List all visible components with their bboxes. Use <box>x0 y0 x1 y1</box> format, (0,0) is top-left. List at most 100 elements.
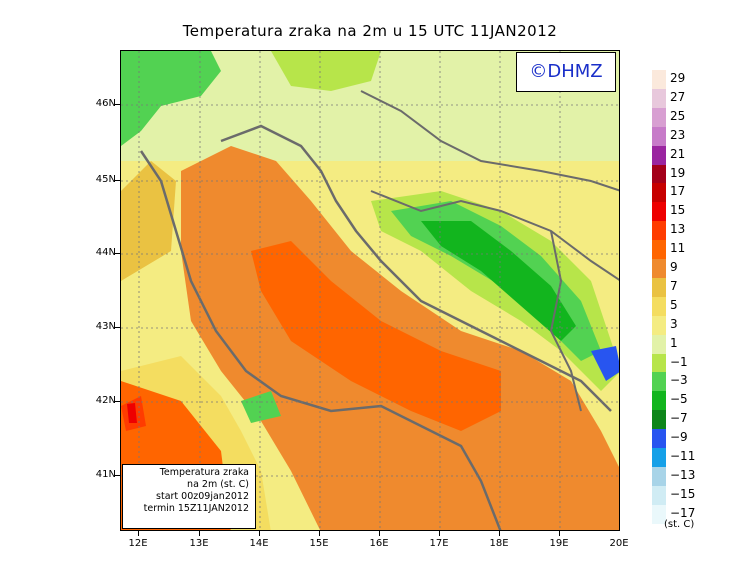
info-line-4: termin 15Z11JAN2012 <box>143 503 249 514</box>
lat-label: 46N <box>95 98 116 109</box>
dinaric-colder-core <box>421 221 576 341</box>
legend-swatch <box>652 296 666 316</box>
lat-label: 44N <box>95 247 116 258</box>
lat-tick <box>115 475 120 476</box>
legend-swatch <box>652 259 666 278</box>
legend-swatch <box>652 88 666 108</box>
legend-swatch <box>652 391 666 411</box>
west-warm-zone <box>121 161 176 281</box>
legend-label: −1 <box>670 354 688 369</box>
legend-swatch <box>652 126 666 146</box>
lon-tick <box>319 531 320 536</box>
legend-swatch <box>652 429 666 449</box>
lon-label: 12E <box>128 538 148 549</box>
dhmz-logo: ©DHMZ <box>516 52 616 92</box>
lat-tick <box>115 104 120 105</box>
lon-tick <box>499 531 500 536</box>
lon-label: 13E <box>189 538 209 549</box>
legend-label: −17 <box>670 505 696 520</box>
lat-label: 45N <box>95 174 116 185</box>
lon-label: 20E <box>609 538 629 549</box>
legend-swatch <box>652 466 666 486</box>
graticule <box>121 51 619 530</box>
legend-label: 19 <box>670 165 686 180</box>
apennine-cold-spot <box>241 391 281 423</box>
legend-label: 11 <box>670 241 686 256</box>
legend-label: 23 <box>670 127 686 142</box>
lon-label: 17E <box>429 538 449 549</box>
lon-tick <box>138 531 139 536</box>
legend-label: 13 <box>670 222 686 237</box>
temperature-map[interactable] <box>120 50 620 531</box>
lat-tick <box>115 180 120 181</box>
legend-label: −11 <box>670 449 696 463</box>
lon-tick <box>379 531 380 536</box>
lat-label: 41N <box>95 469 116 480</box>
north-cold-zone <box>271 51 381 91</box>
legend-label: 7 <box>670 278 678 293</box>
legend-label: −5 <box>670 392 688 407</box>
border-inland <box>370 190 619 281</box>
legend-label: 29 <box>670 71 686 85</box>
lon-tick <box>559 531 560 536</box>
lat-label: 43N <box>95 321 116 332</box>
legend-swatch <box>652 240 666 260</box>
legend-label: 5 <box>670 297 678 312</box>
legend-swatch <box>652 315 666 335</box>
legend-label: −9 <box>670 430 688 445</box>
legend-label: 17 <box>670 184 686 199</box>
lat-tick <box>115 253 120 254</box>
legend-swatch <box>652 448 666 467</box>
west-hottest-spot <box>127 403 137 423</box>
legend-swatch <box>652 107 666 127</box>
map-canvas <box>121 51 619 530</box>
info-line-3: start 00z09jan2012 <box>156 491 249 502</box>
legend-label: −7 <box>670 411 688 426</box>
legend-swatch <box>652 372 666 392</box>
coldest-spot <box>591 346 619 381</box>
legend-swatch <box>652 277 666 297</box>
legend-swatch <box>652 410 666 430</box>
lon-tick <box>259 531 260 536</box>
lat-tick <box>115 327 120 328</box>
info-line-2: na 2m (st. C) <box>187 479 249 490</box>
legend-label: 1 <box>670 335 678 350</box>
legend-swatch <box>652 145 666 165</box>
legend-label: −3 <box>670 373 688 388</box>
legend-label: 25 <box>670 108 686 123</box>
lon-label: 18E <box>489 538 509 549</box>
legend-swatch <box>652 70 666 89</box>
lon-tick <box>199 531 200 536</box>
adriatic-core <box>251 241 501 431</box>
map-title: Temperatura zraka na 2m u 15 UTC 11JAN20… <box>182 22 558 40</box>
legend-swatch <box>652 485 666 505</box>
western-coastline <box>139 150 502 530</box>
northwest-cold-zone <box>121 51 221 146</box>
legend-label: −15 <box>670 486 696 501</box>
lat-label: 42N <box>95 395 116 406</box>
legend-unit: (st. C) <box>664 519 695 530</box>
lat-tick <box>115 401 120 402</box>
legend-label: 15 <box>670 203 686 218</box>
legend-swatch <box>652 504 666 524</box>
lon-label: 16E <box>369 538 389 549</box>
legend-label: −13 <box>670 467 696 482</box>
info-box: Temperatura zraka na 2m (st. C) start 00… <box>122 464 256 529</box>
legend-label: 9 <box>670 260 678 274</box>
lon-label: 15E <box>309 538 329 549</box>
legend-swatch <box>652 353 666 373</box>
legend-swatch <box>652 183 666 203</box>
lon-label: 14E <box>249 538 269 549</box>
legend-label: 27 <box>670 89 686 104</box>
info-line-1: Temperatura zraka <box>159 467 249 478</box>
lon-tick <box>439 531 440 536</box>
legend-label: 21 <box>670 146 686 161</box>
legend-swatch <box>652 334 666 354</box>
border-east <box>549 230 582 412</box>
legend-swatch <box>652 202 666 222</box>
lon-label: 19E <box>549 538 569 549</box>
legend-swatch <box>652 164 666 184</box>
legend-swatch <box>652 221 666 241</box>
eastern-coastline <box>220 124 612 412</box>
legend-label: 3 <box>670 316 678 331</box>
